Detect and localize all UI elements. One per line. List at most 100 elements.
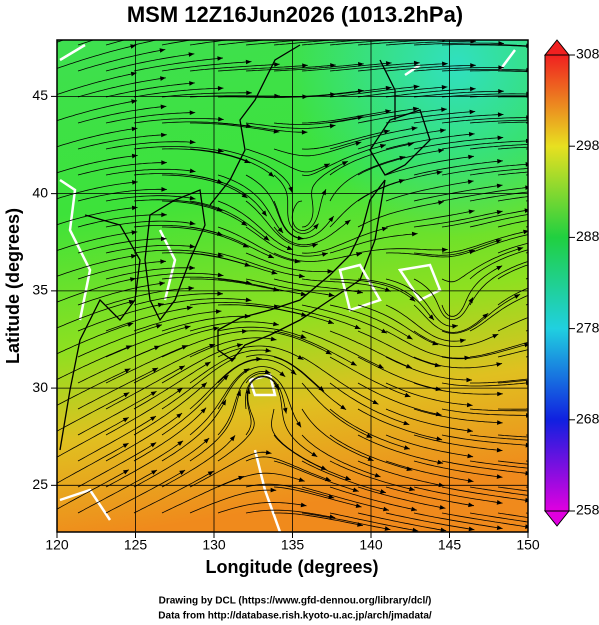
stream-arrow — [464, 355, 471, 361]
stream-arrow — [496, 183, 503, 189]
stream-arrow — [297, 355, 304, 360]
stream-arrow — [270, 336, 277, 342]
stream-arrow — [161, 160, 167, 165]
stream-arrow — [340, 404, 347, 410]
stream-arrow — [264, 369, 271, 374]
stream-arrow — [358, 35, 364, 40]
stream-arrow — [498, 89, 504, 94]
stream-arrow — [279, 371, 286, 377]
streamline — [105, 387, 183, 436]
stream-arrow — [578, 303, 584, 308]
streamline — [469, 261, 528, 306]
colorbar-label: 278 — [576, 319, 599, 335]
stream-arrow — [497, 135, 504, 141]
stream-arrow — [436, 170, 443, 175]
stream-arrow — [352, 487, 359, 492]
stream-arrow — [438, 148, 444, 154]
stream-arrow — [470, 63, 476, 68]
streamline — [413, 210, 503, 228]
streamline — [245, 509, 336, 519]
stream-arrow — [354, 324, 361, 329]
stream-arrow — [318, 386, 325, 392]
stream-arrow — [372, 399, 379, 405]
streamline — [469, 295, 528, 332]
stream-arrow — [300, 334, 307, 339]
streamline — [441, 247, 524, 283]
stream-arrow — [328, 494, 335, 499]
streamline — [329, 62, 420, 72]
streamline — [413, 512, 503, 529]
stream-arrow — [496, 500, 503, 505]
stream-arrow — [122, 417, 129, 423]
stream-arrow — [327, 269, 334, 274]
stream-arrow — [467, 478, 474, 483]
stream-arrow — [323, 163, 330, 169]
stream-arrow — [217, 291, 223, 296]
streamline — [245, 200, 319, 247]
stream-arrow — [217, 56, 223, 61]
y-axis-label: Latitude (degrees) — [3, 208, 23, 364]
stream-arrow — [288, 186, 293, 193]
streamline — [161, 435, 236, 488]
streamline — [77, 134, 167, 150]
streamline — [497, 408, 528, 410]
stream-arrow — [442, 61, 448, 67]
streamline — [133, 146, 224, 152]
y-tick-label: 45 — [32, 87, 48, 103]
streamline — [329, 127, 418, 150]
streamline — [245, 40, 305, 46]
streamline — [57, 231, 138, 251]
stream-arrow — [404, 392, 411, 398]
streamline — [77, 188, 167, 202]
streamline — [441, 486, 528, 502]
stream-arrow — [344, 475, 351, 481]
streamline — [105, 53, 195, 72]
stream-arrow — [298, 477, 305, 482]
streamline — [497, 434, 528, 438]
stream-arrow — [436, 436, 443, 441]
streamline — [133, 437, 210, 488]
stream-arrow — [302, 34, 308, 39]
streamline — [413, 486, 503, 504]
streamline — [161, 374, 229, 436]
streamline — [161, 298, 252, 306]
stream-arrow — [313, 223, 319, 230]
streamline — [273, 141, 362, 157]
stream-arrow — [496, 210, 503, 215]
streamline — [133, 87, 224, 98]
streamline — [441, 117, 528, 124]
coastline — [59, 214, 141, 451]
streamline — [77, 390, 157, 436]
stream-arrow — [468, 132, 475, 137]
streamline — [357, 108, 447, 124]
streamline — [77, 282, 166, 306]
streamline — [105, 195, 196, 202]
streamline — [189, 321, 279, 332]
streamline — [57, 442, 129, 484]
streamline — [105, 168, 196, 176]
streamline — [273, 356, 347, 411]
stream-arrow — [320, 465, 327, 470]
stream-arrow — [189, 110, 196, 115]
coastline — [369, 109, 431, 176]
streamline — [329, 382, 410, 425]
streamline — [291, 189, 327, 232]
streamline — [217, 148, 293, 193]
stream-arrow — [413, 84, 420, 90]
stream-arrow — [381, 226, 388, 232]
streamline — [385, 210, 475, 228]
streamline — [273, 486, 362, 508]
streamline — [77, 469, 158, 514]
streamline — [189, 226, 275, 259]
streamline — [217, 174, 284, 234]
stream-arrow — [229, 357, 236, 363]
streamline — [273, 330, 357, 366]
streamline — [57, 417, 129, 458]
streamline — [77, 442, 157, 488]
stream-arrow — [328, 216, 334, 222]
streamline — [413, 460, 503, 478]
stream-arrow — [406, 334, 413, 340]
streamline — [357, 512, 447, 532]
streamline — [105, 220, 196, 228]
stream-arrow — [215, 309, 222, 314]
